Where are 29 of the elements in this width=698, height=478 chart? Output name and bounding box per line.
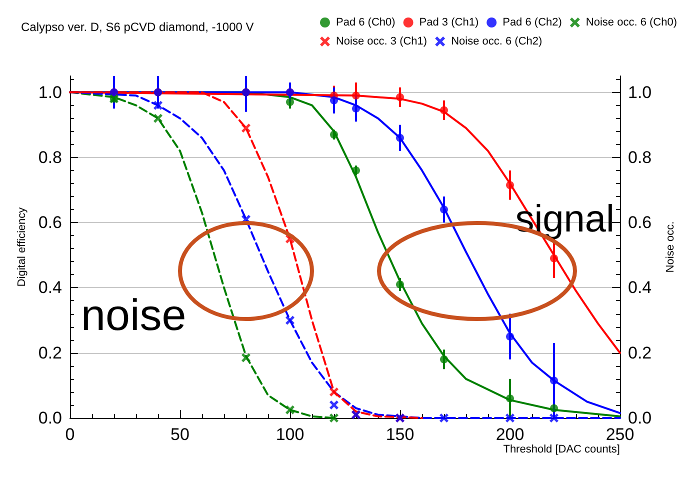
- x-tick-label: 150: [386, 425, 414, 444]
- y2-tick-label: 0.8: [628, 148, 652, 167]
- legend-label: Noise occ. 6 (Ch2): [451, 36, 542, 48]
- legend-label: Pad 6 (Ch0): [336, 16, 396, 28]
- x-tick-label: 250: [606, 425, 634, 444]
- legend-label: Pad 3 (Ch1): [419, 16, 479, 28]
- chart-title: Calypso ver. D, S6 pCVD diamond, -1000 V: [21, 20, 254, 34]
- y2-tick-label: 0.2: [628, 343, 652, 362]
- legend-label: Noise occ. 6 (Ch0): [586, 16, 678, 28]
- y2-axis-title: Noise occ.: [664, 221, 676, 273]
- y-axis-title: Digital efficiency: [16, 206, 28, 287]
- y2-tick-label: 0.0: [628, 408, 652, 428]
- x-tick-label: 0: [65, 425, 75, 444]
- legend-label: Pad 6 (Ch2): [502, 16, 562, 28]
- x-axis-title: Threshold [DAC counts]: [503, 444, 620, 456]
- y-tick-label: 0.0: [38, 408, 62, 428]
- y2-tick-label: 0.4: [628, 278, 652, 298]
- y-tick-label: 1.0: [38, 82, 62, 102]
- y-tick-label: 0.2: [38, 343, 62, 362]
- x-tick-label: 50: [170, 425, 190, 444]
- y-tick-label: 0.8: [38, 148, 62, 167]
- y2-tick-label: 1.0: [628, 82, 652, 102]
- y-tick-label: 0.6: [38, 213, 62, 232]
- annotation: noise: [81, 290, 186, 340]
- y2-tick-label: 0.6: [628, 213, 652, 232]
- y-tick-label: 0.4: [38, 278, 62, 298]
- legend-label: Noise occ. 3 (Ch1): [336, 36, 428, 48]
- x-tick-label: 100: [276, 425, 304, 444]
- x-tick-label: 200: [496, 425, 524, 444]
